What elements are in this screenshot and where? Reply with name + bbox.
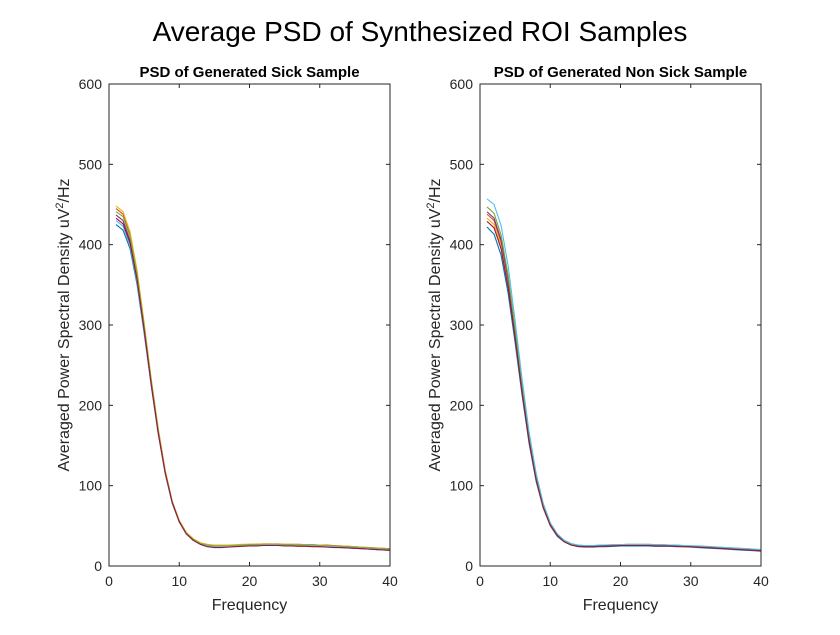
y-ticks: 0 100 200 300 400 500 600	[450, 76, 761, 574]
y-tick-label: 600	[79, 76, 103, 92]
x-tick-label: 30	[312, 573, 328, 589]
x-tick-label: 40	[382, 573, 398, 589]
subplot-title: PSD of Generated Non Sick Sample	[494, 64, 747, 81]
y-axis-label: Averaged Power Spectral Density uV2/Hz	[54, 178, 73, 471]
y-tick-label: 300	[450, 317, 474, 333]
y-axis-label-tail: /Hz	[56, 178, 73, 202]
y-axis-label-tail: /Hz	[427, 178, 444, 202]
series-lines	[115, 205, 391, 551]
x-ticks: 0 10 20 30 40	[476, 84, 769, 589]
y-axis-label-base: Averaged Power Spectral Density uV	[56, 208, 73, 471]
y-tick-label: 600	[450, 76, 474, 92]
y-tick-label: 0	[465, 558, 473, 574]
x-axis-label: Frequency	[212, 597, 288, 614]
y-tick-label: 0	[94, 558, 102, 574]
y-tick-label: 300	[79, 317, 103, 333]
x-ticks: 0 10 20 30 40	[105, 84, 398, 589]
x-tick-label: 0	[476, 573, 484, 589]
x-tick-label: 30	[683, 573, 699, 589]
y-tick-label: 500	[450, 156, 474, 172]
subplot-title: PSD of Generated Sick Sample	[139, 64, 359, 81]
x-tick-label: 20	[242, 573, 258, 589]
y-axis-label-superscript: 2	[425, 202, 437, 208]
y-axis-label-base: Averaged Power Spectral Density uV	[427, 208, 444, 471]
y-tick-label: 100	[450, 478, 474, 494]
series-line	[486, 220, 762, 552]
y-axis-label: Averaged Power Spectral Density uV2/Hz	[425, 178, 444, 471]
x-tick-label: 0	[105, 573, 113, 589]
x-tick-label: 40	[753, 573, 769, 589]
y-ticks: 0 100 200 300 400 500 600	[79, 76, 390, 574]
y-tick-label: 500	[79, 156, 103, 172]
x-tick-label: 10	[542, 573, 558, 589]
x-tick-label: 20	[613, 573, 629, 589]
y-axis-label-superscript: 2	[54, 202, 66, 208]
y-tick-label: 400	[450, 237, 474, 253]
x-axis-label: Frequency	[583, 597, 659, 614]
x-tick-label: 10	[171, 573, 187, 589]
y-tick-label: 400	[79, 237, 103, 253]
series-line	[486, 198, 762, 551]
subplot-sick: 0 10 20 30 40 0 100 200 300 400 500 600 PSD of Gen…	[54, 64, 398, 614]
y-tick-label: 200	[450, 397, 474, 413]
y-tick-label: 100	[79, 478, 103, 494]
y-tick-label: 200	[79, 397, 103, 413]
figure-title: Average PSD of Synthesized ROI Samples	[153, 16, 688, 47]
series-lines	[486, 198, 762, 552]
subplot-non-sick: 0 10 20 30 40 0 100 200 300 400 500 600 PSD of Gen…	[425, 64, 769, 614]
series-line	[115, 217, 391, 551]
